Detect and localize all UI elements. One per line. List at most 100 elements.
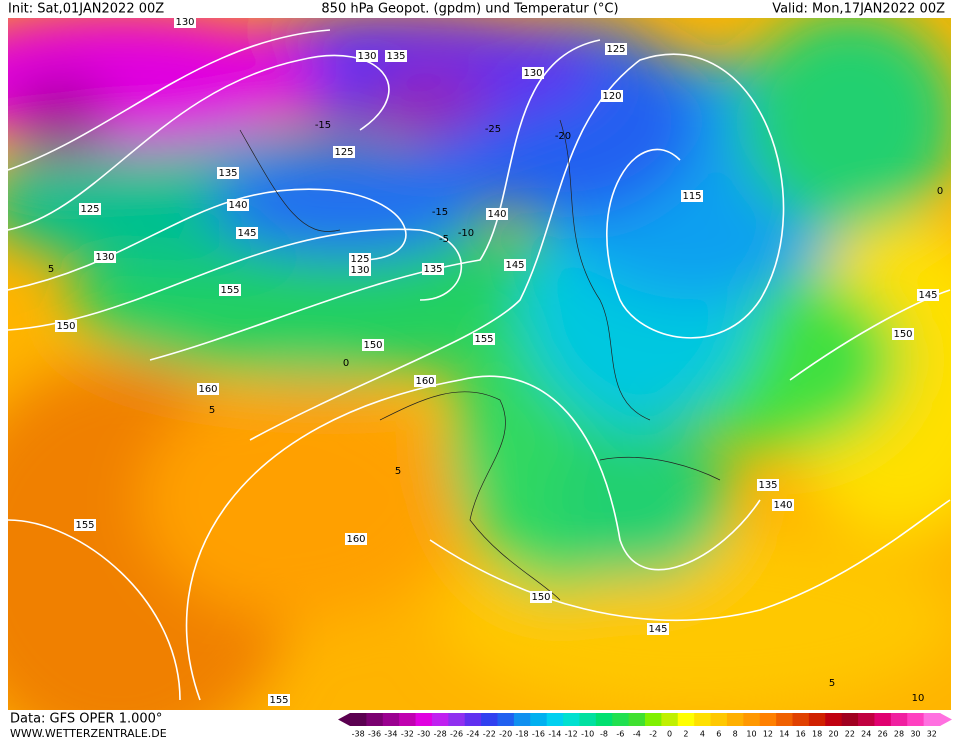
colorbar-label: -8 xyxy=(600,730,608,739)
label-bg xyxy=(647,623,669,635)
colorbar-label: 30 xyxy=(910,730,920,739)
label-bg xyxy=(681,190,703,202)
label-bg xyxy=(473,333,495,345)
colorbar-swatch xyxy=(366,713,384,726)
colorbar-swatch xyxy=(792,713,810,726)
colorbar-label: -36 xyxy=(368,730,381,739)
colorbar-label: -22 xyxy=(483,730,496,739)
geopotential-label: 125 xyxy=(606,44,625,55)
label-bg xyxy=(356,50,378,62)
colorbar-swatch xyxy=(841,713,859,726)
colorbar-swatch xyxy=(776,713,793,726)
geopotential-label: 125 xyxy=(80,204,99,215)
label-bg xyxy=(227,199,249,211)
label-bg xyxy=(74,519,96,531)
geopotential-label: 130 xyxy=(357,51,376,62)
colorbar-swatch xyxy=(923,713,941,726)
colorbar-swatch xyxy=(464,713,482,726)
geopotential-label: 155 xyxy=(474,334,493,345)
geopotential-label: 150 xyxy=(363,340,382,351)
temperature-label: -5 xyxy=(439,234,449,245)
colorbar-swatch xyxy=(431,713,449,726)
coastlines xyxy=(239,119,721,601)
colorbar-label: 20 xyxy=(828,730,838,739)
colorbar-label: -38 xyxy=(352,730,365,739)
colorbar-swatch xyxy=(448,713,466,726)
label-bg xyxy=(757,479,779,491)
geopotential-label: 125 xyxy=(350,254,369,265)
colorbar-swatch xyxy=(710,713,728,726)
valid-time: Valid: Mon,17JAN2022 00Z xyxy=(772,2,945,17)
label-bg xyxy=(530,591,552,603)
colorbar-label: -6 xyxy=(616,730,624,739)
geopotential-label: 150 xyxy=(531,592,550,603)
colorbar-swatch xyxy=(546,713,564,726)
temperature-label: -20 xyxy=(555,131,571,142)
colorbar-label: -10 xyxy=(581,730,594,739)
label-bg xyxy=(349,264,371,276)
colorbar-swatch xyxy=(645,713,662,726)
colorbar-swatch xyxy=(759,713,777,726)
label-bg xyxy=(486,208,508,220)
label-bg xyxy=(385,50,407,62)
colorbar-arrow-left xyxy=(338,713,350,726)
colorbar-label: -26 xyxy=(450,730,463,739)
colorbar-swatch xyxy=(350,713,367,726)
label-bg xyxy=(601,90,623,102)
colorbar-swatch xyxy=(874,713,892,726)
label-bg xyxy=(772,499,794,511)
colorbar-arrow-right xyxy=(940,713,952,726)
geopotential-label: 140 xyxy=(773,500,792,511)
colorbar-label: 4 xyxy=(700,730,705,739)
geopotential-label: 150 xyxy=(893,329,912,340)
label-bg xyxy=(94,251,116,263)
geopotential-label: 130 xyxy=(175,17,194,28)
colorbar-swatch xyxy=(563,713,580,726)
colorbar-label: 0 xyxy=(667,730,672,739)
geopotential-label: 140 xyxy=(487,209,506,220)
colorbar-label: -14 xyxy=(548,730,561,739)
temperature-label: 5 xyxy=(395,466,401,477)
geopotential-label: 145 xyxy=(505,260,524,271)
colorbar-swatch xyxy=(382,713,400,726)
geopotential-label: 130 xyxy=(350,265,369,276)
geopotential-label: 140 xyxy=(228,200,247,211)
label-bg xyxy=(174,16,196,28)
geopotential-label: 160 xyxy=(415,376,434,387)
colorbar-swatch xyxy=(890,713,908,726)
temperature-label: 5 xyxy=(209,405,215,416)
colorbar-swatch xyxy=(530,713,548,726)
label-bg xyxy=(55,320,77,332)
temperature-label: 5 xyxy=(829,678,835,689)
colorbar-label: -24 xyxy=(466,730,479,739)
temperature-label: -10 xyxy=(458,228,474,239)
temperature-label: 0 xyxy=(343,358,349,369)
temperature-label: 0 xyxy=(937,186,943,197)
colorbar-swatch xyxy=(513,713,531,726)
colorbar-label: 22 xyxy=(845,730,855,739)
geopotential-label: 135 xyxy=(758,480,777,491)
colorbar-label: 26 xyxy=(878,730,888,739)
colorbar-label: -16 xyxy=(532,730,545,739)
colorbar-label: -18 xyxy=(516,730,529,739)
label-bg xyxy=(333,146,355,158)
colorbar-swatch xyxy=(825,713,843,726)
colorbar-swatch xyxy=(907,713,925,726)
colorbar-label: 6 xyxy=(716,730,721,739)
label-bg xyxy=(79,203,101,215)
geopotential-label: 160 xyxy=(346,534,365,545)
label-bg xyxy=(362,339,384,351)
temperature-label: -15 xyxy=(432,207,448,218)
colorbar-label: 10 xyxy=(746,730,756,739)
colorbar-label: 2 xyxy=(683,730,688,739)
colorbar-swatch xyxy=(694,713,712,726)
map xyxy=(8,18,951,710)
colorbar-swatch xyxy=(497,713,515,726)
colorbar-label: -20 xyxy=(499,730,512,739)
label-bg xyxy=(422,263,444,275)
geopotential-label: 145 xyxy=(918,290,937,301)
geopotential-label: 115 xyxy=(682,191,701,202)
temperature-label: 10 xyxy=(912,693,925,704)
label-bg xyxy=(349,253,371,265)
